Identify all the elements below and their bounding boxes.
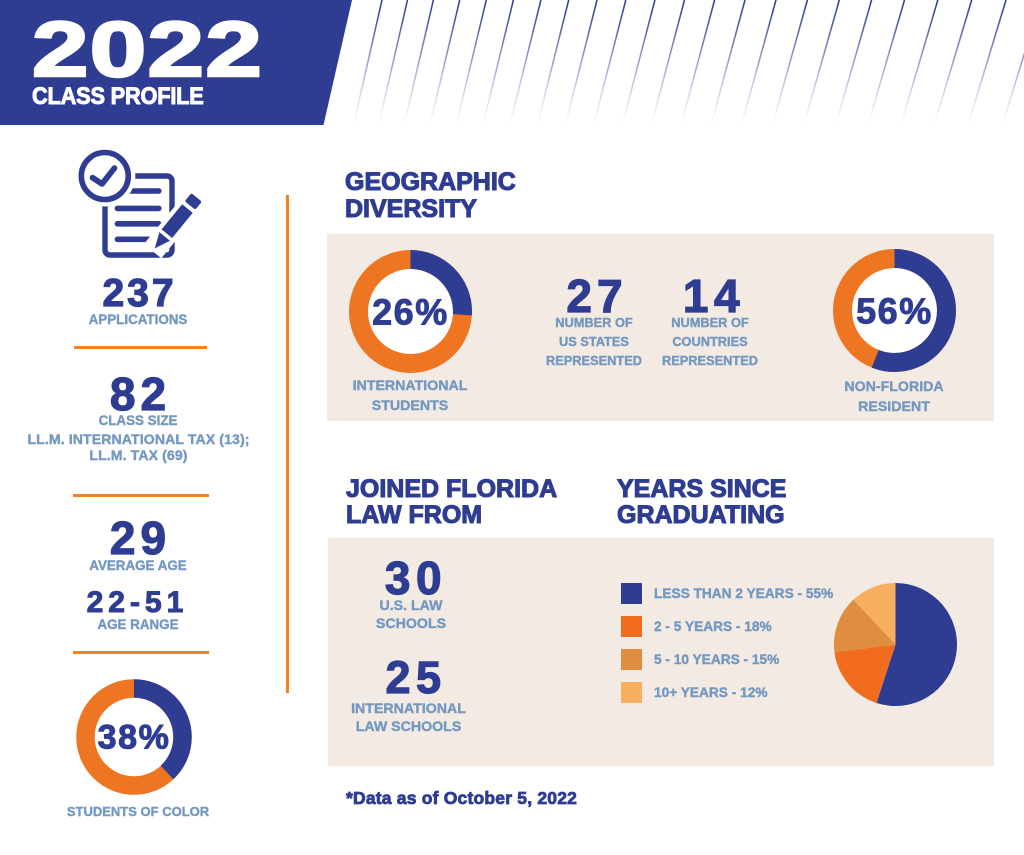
svg-text:56%: 56% bbox=[856, 291, 933, 332]
svg-text:38%: 38% bbox=[98, 718, 171, 756]
svg-text:26%: 26% bbox=[372, 291, 449, 332]
